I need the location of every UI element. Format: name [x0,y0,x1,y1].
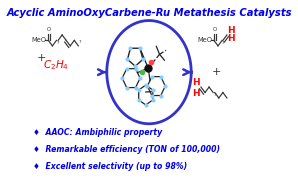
Text: MeO: MeO [197,37,212,43]
Text: $_{7}$: $_{7}$ [77,39,82,46]
Text: +: + [212,67,221,77]
Text: $_{7}$: $_{7}$ [56,40,60,47]
Text: $_{7}$: $_{7}$ [213,92,218,99]
Text: H: H [192,88,200,98]
Text: $_{7}$: $_{7}$ [221,40,226,47]
Text: $C_2H_4$: $C_2H_4$ [44,58,69,72]
Text: ♦  AAOC: Ambiphilic property: ♦ AAOC: Ambiphilic property [33,128,162,137]
Text: MeO: MeO [31,37,46,43]
Text: O: O [213,27,217,33]
Text: Acyclic AminoOxyCarbene-Ru Metathesis Catalysts: Acyclic AminoOxyCarbene-Ru Metathesis Ca… [6,8,292,18]
Text: H: H [192,78,200,87]
Text: ♦  Excellent selectivity (up to 98%): ♦ Excellent selectivity (up to 98%) [33,162,187,171]
Text: O: O [47,27,51,33]
Text: H: H [227,34,235,43]
Text: ♦  Remarkable efficiency (TON of 100,000): ♦ Remarkable efficiency (TON of 100,000) [33,145,220,154]
Text: +: + [36,53,46,63]
Text: H: H [227,26,235,36]
